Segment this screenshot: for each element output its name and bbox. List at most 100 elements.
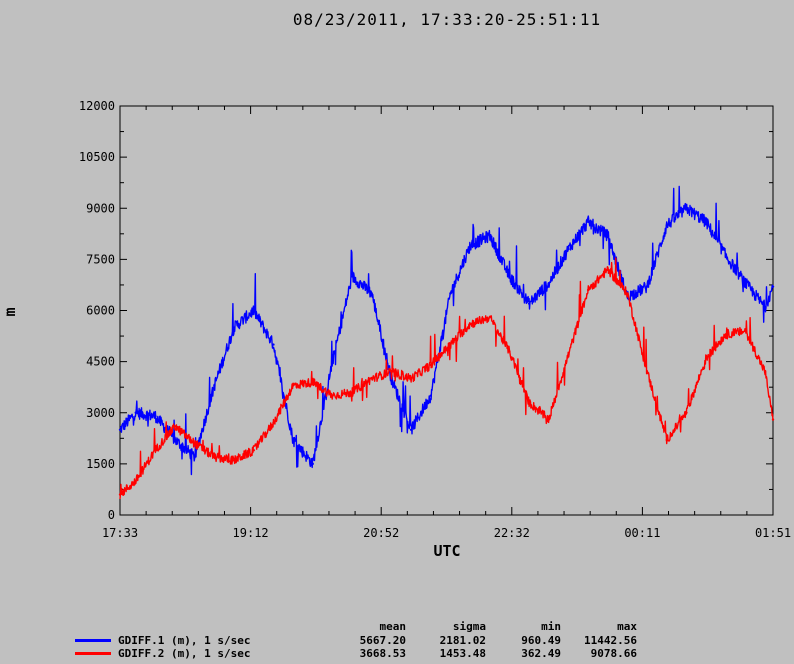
series-2-point (744, 329, 747, 333)
series-1-point (508, 275, 511, 278)
legend-mean-gdiff1: 5667.20 (359, 634, 406, 647)
series-2-point (429, 363, 432, 367)
series-1-point (488, 234, 491, 237)
y-tick-label: 6000 (86, 304, 115, 318)
series-2-point (724, 333, 727, 336)
legend-swatch-gdiff1 (75, 639, 111, 642)
legend-sigma-gdiff1: 2181.02 (439, 634, 486, 647)
series-1-point (724, 254, 727, 258)
series-2-point (468, 322, 472, 326)
x-tick-label: 19:12 (233, 526, 269, 540)
series-2-point (645, 370, 649, 374)
y-tick-label: 1500 (86, 457, 115, 471)
series-2-point (390, 370, 393, 374)
series-1-point (449, 292, 452, 295)
series-1-point (154, 414, 157, 418)
legend-min-gdiff2: 362.49 (521, 647, 561, 660)
series-1-point (771, 285, 775, 288)
chart-svg: 08/23/2011, 17:33:20-25:51:11 0 1500 3000 4… (1, 10, 791, 560)
x-axis: 17:33 19:12 20:52 22:32 00:11 01:51 (102, 106, 791, 540)
x-tick-label: 20:52 (363, 526, 399, 540)
legend-mean-gdiff2: 3668.53 (359, 647, 406, 660)
y-tick-label: 10500 (79, 150, 115, 164)
series-2-point (771, 418, 775, 421)
x-tick-label: 22:32 (494, 526, 530, 540)
y-tick-label: 3000 (86, 406, 115, 420)
series-2-point (331, 394, 334, 397)
series-2-point (118, 493, 122, 496)
y-tick-label: 9000 (86, 201, 115, 215)
series-1-point (586, 220, 590, 224)
chart-title: 08/23/2011, 17:33:20-25:51:11 (293, 10, 601, 29)
series-1-point (468, 244, 472, 247)
series-1-point (527, 302, 531, 305)
series-2-point (685, 411, 688, 414)
series-1-point (134, 411, 137, 414)
series-2-point (508, 350, 511, 353)
series-2-point (213, 455, 216, 459)
y-tick-label: 12000 (79, 99, 115, 113)
series-2-point (409, 377, 413, 380)
series-line-2 (119, 257, 774, 500)
y-axis-label: m (1, 307, 19, 316)
series-2-point (488, 316, 491, 319)
series-2-point (193, 442, 196, 445)
legend-header-mean: mean (379, 620, 407, 633)
series-2-point (154, 449, 157, 452)
series-2-point (350, 391, 354, 394)
series-2-point (252, 449, 255, 452)
series-2-point (449, 343, 452, 346)
series-1-point (311, 462, 314, 466)
legend-header-min: min (541, 620, 561, 633)
series-2-point (606, 268, 609, 271)
series-2-point (232, 459, 236, 462)
series-2-point (272, 421, 275, 425)
x-tick-label: 00:11 (624, 526, 660, 540)
series-1-point (763, 305, 767, 309)
series-1-point (665, 224, 668, 227)
legend-max-gdiff2: 9078.66 (590, 647, 637, 660)
series-1-point (744, 282, 747, 285)
x-tick-label: 01:51 (755, 526, 791, 540)
series-2-point (704, 357, 708, 360)
series-1-point (685, 207, 688, 210)
series-1-point (704, 220, 708, 224)
x-tick-label: 17:33 (102, 526, 138, 540)
legend-label-gdiff1: GDIFF.1 (m), 1 s/sec (118, 634, 251, 647)
series-1-point (370, 292, 373, 295)
legend-row-gdiff2: GDIFF.2 (m), 1 s/sec 3668.53 1453.48 362… (0, 647, 794, 660)
series-2-point (547, 418, 550, 421)
series-2-point (567, 353, 570, 357)
legend-label-gdiff2: GDIFF.2 (m), 1 s/sec (118, 647, 251, 660)
series-2-point (134, 479, 137, 483)
series-1-point (291, 438, 295, 442)
series-1-point (409, 428, 413, 431)
series-2-point (173, 425, 177, 428)
series-1-point (118, 428, 122, 431)
series-1-point (232, 326, 236, 329)
series-1-point (173, 438, 177, 442)
series-2-point (763, 370, 767, 374)
legend-row-gdiff1: GDIFF.1 (m), 1 s/sec 5667.20 2181.02 960… (0, 634, 794, 647)
series-2-point (626, 292, 629, 295)
y-tick-label: 0 (108, 508, 115, 522)
series-1-point (252, 309, 255, 312)
series-group (118, 185, 775, 500)
series-2-point (586, 288, 590, 292)
series-line-1 (119, 185, 774, 476)
legend-header-sigma: sigma (452, 620, 486, 633)
series-1-point (606, 234, 609, 237)
legend: mean sigma min max GDIFF.1 (m), 1 s/sec … (0, 618, 794, 664)
series-1-point (213, 384, 216, 387)
legend-header-row: mean sigma min max (0, 620, 794, 633)
series-2-point (291, 384, 295, 387)
series-1-point (547, 282, 550, 285)
series-2-point (665, 438, 668, 442)
series-1-point (193, 455, 196, 459)
series-1-point (350, 275, 354, 278)
series-1-point (567, 247, 570, 251)
series-1-point (272, 343, 275, 346)
series-2-point (370, 377, 373, 380)
series-2-point (311, 380, 314, 384)
legend-max-gdiff1: 11442.56 (584, 634, 637, 647)
